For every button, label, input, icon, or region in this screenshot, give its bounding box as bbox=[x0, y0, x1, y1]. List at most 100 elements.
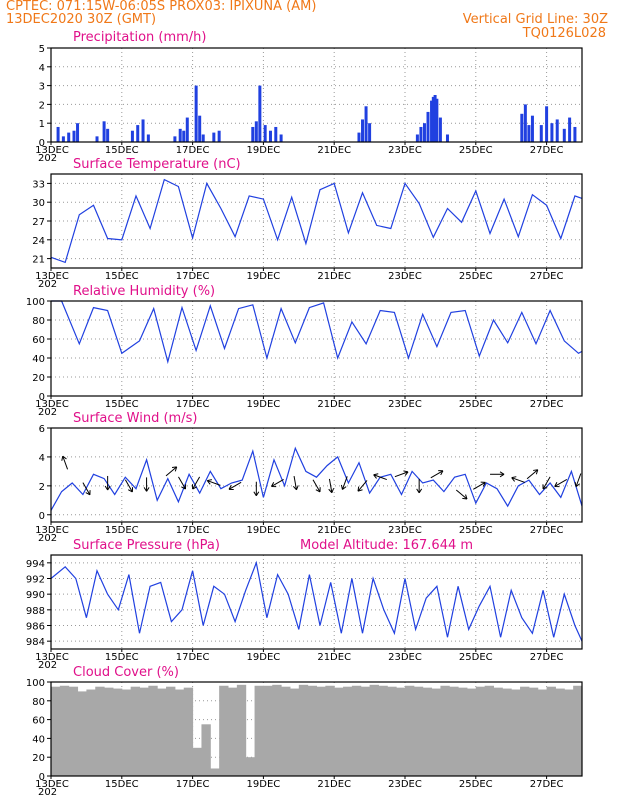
cloud-bar bbox=[86, 689, 96, 776]
cloud-bar bbox=[174, 689, 185, 776]
wind-xtick-label: 25DEC bbox=[459, 525, 493, 536]
cloud-bar bbox=[298, 684, 309, 776]
wind-arrow-head bbox=[191, 484, 198, 490]
precip-bar bbox=[61, 136, 65, 142]
wind-arrow-head bbox=[340, 484, 347, 490]
wind-arrow bbox=[271, 479, 284, 488]
cloud-bar bbox=[130, 686, 140, 776]
wind-ytick-label: 4 bbox=[39, 453, 45, 464]
temp-xtick-label: 17DEC bbox=[176, 271, 210, 282]
rh-panel: 0 20 40 60 80 100 Relative Humidity (%) 13DEC 15… bbox=[26, 284, 583, 418]
cloud-ytick-label: 20 bbox=[32, 753, 45, 764]
wind-arrow bbox=[124, 479, 134, 493]
cloud-xtick-label: 21DEC bbox=[317, 779, 351, 790]
cloud-bar bbox=[254, 685, 264, 776]
cloud-bar bbox=[316, 686, 326, 776]
wind-arrow-head bbox=[416, 488, 423, 494]
precip-bar bbox=[368, 123, 372, 142]
cloud-bar bbox=[95, 686, 105, 776]
wind-xtick-label: 17DEC bbox=[176, 525, 210, 536]
rh-ytick-label: 0 bbox=[39, 392, 45, 403]
wind-arrow bbox=[292, 475, 299, 491]
precip-bar bbox=[274, 126, 278, 142]
wind-arrow bbox=[473, 481, 486, 490]
cloud-bar bbox=[378, 685, 388, 776]
wind-arrow bbox=[554, 479, 568, 488]
precip-bar bbox=[106, 128, 110, 142]
cloud-ytick-label: 60 bbox=[32, 716, 45, 727]
wind-arrow-head bbox=[357, 486, 363, 492]
precip-bar bbox=[431, 96, 435, 142]
wind-arrow-shaft bbox=[293, 475, 297, 490]
wind-frame bbox=[50, 427, 583, 523]
wind-arrow bbox=[490, 471, 505, 478]
precip-bar bbox=[523, 104, 527, 142]
cloud-bar bbox=[148, 685, 158, 776]
wind-arrow bbox=[228, 481, 242, 491]
wind-arrow-head bbox=[462, 494, 468, 500]
wind-arrow-head bbox=[511, 476, 517, 482]
precip-xtick-label: 23DEC bbox=[388, 145, 422, 156]
rh-ytick-label: 60 bbox=[32, 335, 45, 346]
precip-bar bbox=[95, 136, 99, 142]
precip-bar bbox=[67, 132, 71, 142]
precip-frame bbox=[50, 47, 583, 143]
precip-ytick-label: 3 bbox=[39, 82, 45, 93]
cloud-bar bbox=[183, 687, 194, 776]
precip-xtick-label: 27DEC bbox=[530, 145, 564, 156]
cloud-bar bbox=[573, 685, 583, 776]
wind-title: Surface Wind (m/s) bbox=[73, 411, 197, 426]
wind-arrow bbox=[206, 479, 221, 486]
wind-arrow-shaft bbox=[192, 476, 201, 490]
cloud-xtick-label: 17DEC bbox=[176, 779, 210, 790]
precip-bar bbox=[212, 132, 216, 142]
pressure-xtick-label: 19DEC bbox=[247, 652, 281, 663]
cloud-bar bbox=[493, 687, 503, 776]
wind-arrow bbox=[191, 476, 201, 490]
precip-bar bbox=[141, 119, 145, 142]
rh-xtick-label: 17DEC bbox=[176, 399, 210, 410]
precip-bar bbox=[568, 117, 572, 142]
precip-bar bbox=[562, 128, 566, 142]
wind-year-label: 202 bbox=[38, 533, 57, 544]
cloud-bar bbox=[51, 686, 61, 776]
pressure-xtick-label: 25DEC bbox=[459, 652, 493, 663]
precip-panel: 0 1 2 3 4 5 Precipitation (mm/h) 13DEC 15DEC 17DE… bbox=[35, 30, 583, 164]
wind-arrow bbox=[61, 455, 69, 470]
temp-xtick-label: 21DEC bbox=[317, 271, 351, 282]
rh-ytick-label: 20 bbox=[32, 373, 45, 384]
cloud-bar bbox=[546, 686, 556, 776]
cloud-xtick-label: 19DEC bbox=[247, 779, 281, 790]
precip-bar bbox=[550, 123, 554, 142]
precip-bar bbox=[422, 123, 426, 142]
precip-bar bbox=[102, 121, 106, 142]
wind-ytick-label: 6 bbox=[39, 424, 45, 435]
pressure-annotation: Model Altitude: 167.644 m bbox=[300, 538, 473, 553]
cloud-bar bbox=[343, 686, 353, 776]
wind-arrow-shaft bbox=[554, 479, 568, 487]
cloud-bar bbox=[440, 685, 450, 776]
precip-bar bbox=[263, 125, 267, 142]
rh-xtick-label: 15DEC bbox=[105, 399, 139, 410]
wind-arrow-head bbox=[85, 490, 91, 496]
cloud-bar bbox=[210, 768, 220, 776]
wind-arrow bbox=[165, 466, 178, 477]
cloud-bar bbox=[228, 687, 238, 776]
wind-arrow bbox=[526, 469, 539, 480]
cloud-bar bbox=[192, 747, 202, 776]
precip-bar bbox=[445, 134, 449, 142]
precip-bar bbox=[136, 125, 140, 142]
wind-arrow bbox=[178, 476, 187, 490]
precip-bar bbox=[185, 117, 189, 142]
cloud-bar bbox=[520, 686, 530, 776]
cloud-bar bbox=[564, 689, 574, 776]
cloud-frame bbox=[50, 681, 583, 777]
wind-arrow-head bbox=[143, 487, 150, 492]
precip-bar bbox=[426, 111, 430, 142]
cloud-bar bbox=[475, 686, 486, 776]
wind-arrow-shaft bbox=[455, 489, 468, 500]
rh-xtick-label: 25DEC bbox=[459, 399, 493, 410]
cloud-bar bbox=[157, 688, 167, 776]
wind-arrow-head bbox=[328, 488, 335, 494]
rh-ytick-label: 80 bbox=[32, 316, 45, 327]
